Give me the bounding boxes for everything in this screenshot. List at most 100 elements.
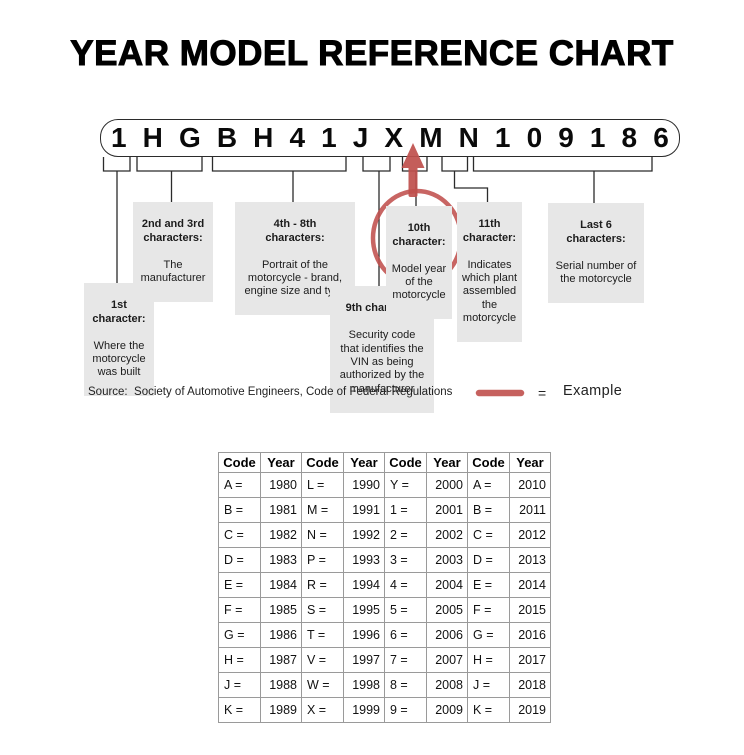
vin-character: X <box>384 122 404 153</box>
code-cell: T = <box>301 622 344 648</box>
callout-last-6-characters: Last 6 characters: Serial number of the … <box>548 203 644 303</box>
legend-example-label: Example <box>563 383 623 399</box>
table-row: A = 1980 L = 1990 Y = 2000 A = 2010 <box>218 472 551 498</box>
code-cell: G = <box>218 622 261 648</box>
code-cell: H = <box>467 647 510 673</box>
callout-10th-character: 10th character: Model year of the motorc… <box>386 206 452 320</box>
vin-character: H <box>142 122 163 153</box>
callout-body: Indicates which plant assembled the moto… <box>461 258 518 325</box>
year-cell: 1981 <box>260 497 302 523</box>
table-header-cell: Year <box>509 452 551 473</box>
code-cell: Y = <box>384 472 427 498</box>
code-cell: G = <box>467 622 510 648</box>
year-cell: 1991 <box>343 497 385 523</box>
table-row: J = 1988 W = 1998 8 = 2008 J = 2018 <box>218 672 551 698</box>
callout-heading: 1st character: <box>92 299 146 325</box>
code-cell: M = <box>301 497 344 523</box>
table-header-cell: Code <box>384 452 427 473</box>
callout-heading: Last 6 characters: <box>566 219 626 245</box>
vin-character: 1 <box>321 122 337 153</box>
code-cell: B = <box>467 497 510 523</box>
vin-character: 0 <box>526 122 543 153</box>
year-cell: 2001 <box>426 497 468 523</box>
table-row: F = 1985 S = 1995 5 = 2005 F = 2015 <box>218 597 551 623</box>
code-cell: K = <box>467 697 510 723</box>
code-cell: 9 = <box>384 697 427 723</box>
code-cell: P = <box>301 547 344 573</box>
table-header-cell: Code <box>218 452 261 473</box>
code-cell: S = <box>301 597 344 623</box>
vin-character: 4 <box>289 122 306 153</box>
year-cell: 1989 <box>260 697 302 723</box>
year-cell: 1986 <box>260 622 302 648</box>
year-cell: 2014 <box>509 572 551 598</box>
year-code-table: Code Year Code Year Code Year Code Year A = 1980… <box>218 452 551 723</box>
year-cell: 2017 <box>509 647 551 673</box>
vin-character: 9 <box>558 122 574 153</box>
code-cell: J = <box>218 672 261 698</box>
code-cell: 5 = <box>384 597 427 623</box>
code-cell: 1 = <box>384 497 427 523</box>
code-cell: D = <box>467 547 510 573</box>
code-cell: H = <box>218 647 261 673</box>
callout-body: Security code that identifies the VIN as… <box>339 329 425 395</box>
code-cell: W = <box>301 672 344 698</box>
code-cell: 8 = <box>384 672 427 698</box>
code-cell: X = <box>301 697 344 723</box>
vin-character: 1 <box>589 122 606 153</box>
year-cell: 1995 <box>343 597 385 623</box>
vin-character: 6 <box>653 122 669 153</box>
year-cell: 2006 <box>426 622 468 648</box>
code-cell: J = <box>467 672 510 698</box>
code-cell: R = <box>301 572 344 598</box>
code-cell: E = <box>467 572 510 598</box>
table-header-cell: Year <box>343 452 385 473</box>
vin-character: 1 <box>494 122 511 153</box>
vin-character: H <box>253 122 274 153</box>
year-code-table-body: A = 1980 L = 1990 Y = 2000 A = 2010 B = 1981 M = 19… <box>218 472 551 723</box>
year-cell: 1996 <box>343 622 385 648</box>
table-row: E = 1984 R = 1994 4 = 2004 E = 2014 <box>218 572 551 598</box>
callout-11th-character: 11th character: Indicates which plant as… <box>457 202 522 343</box>
year-cell: 2007 <box>426 647 468 673</box>
code-cell: B = <box>218 497 261 523</box>
vin-character: G <box>178 122 201 153</box>
callout-body: The manufacturer <box>140 258 206 285</box>
vin-character: M <box>419 122 443 153</box>
year-cell: 2015 <box>509 597 551 623</box>
vin-character: 1 <box>111 122 127 153</box>
source-note: Source: Society of Automotive Engineers,… <box>88 386 453 398</box>
vin-character: N <box>458 122 479 153</box>
code-cell: 2 = <box>384 522 427 548</box>
year-cell: 2004 <box>426 572 468 598</box>
year-cell: 1984 <box>260 572 302 598</box>
year-cell: 2012 <box>509 522 551 548</box>
table-row: D = 1983 P = 1993 3 = 2003 D = 2013 <box>218 547 551 573</box>
year-cell: 1987 <box>260 647 302 673</box>
year-cell: 1988 <box>260 672 302 698</box>
table-header-cell: Year <box>260 452 302 473</box>
year-cell: 2013 <box>509 547 551 573</box>
code-cell: 7 = <box>384 647 427 673</box>
code-cell: 6 = <box>384 622 427 648</box>
table-row: C = 1982 N = 1992 2 = 2002 C = 2012 <box>218 522 551 548</box>
code-cell: N = <box>301 522 344 548</box>
code-cell: V = <box>301 647 344 673</box>
year-cell: 2005 <box>426 597 468 623</box>
year-cell: 1992 <box>343 522 385 548</box>
year-cell: 1997 <box>343 647 385 673</box>
year-cell: 2018 <box>509 672 551 698</box>
code-cell: A = <box>218 472 261 498</box>
code-cell: K = <box>218 697 261 723</box>
year-cell: 1994 <box>343 572 385 598</box>
callout-heading: 10th character: <box>392 222 446 248</box>
code-cell: F = <box>467 597 510 623</box>
code-cell: F = <box>218 597 261 623</box>
callout-body: Model year of the motorcycle <box>391 262 447 302</box>
year-cell: 2009 <box>426 697 468 723</box>
year-cell: 1980 <box>260 472 302 498</box>
table-header-cell: Year <box>426 452 468 473</box>
table-header-row: Code Year Code Year Code Year Code Year <box>218 452 551 473</box>
